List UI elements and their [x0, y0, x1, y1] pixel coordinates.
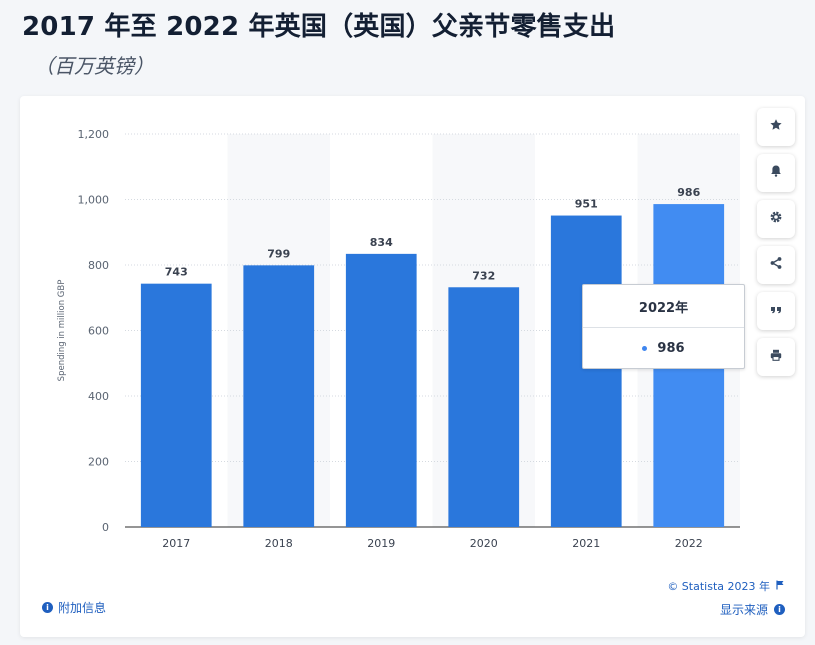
y-axis-label: Spending in million GBP	[57, 280, 67, 382]
y-tick-label: 200	[88, 456, 109, 469]
print-icon	[769, 348, 783, 366]
y-tick-label: 400	[88, 390, 109, 403]
share-button[interactable]	[757, 246, 795, 284]
flag-icon	[776, 580, 785, 593]
bar-chart: 0 200 400 600 800 1,000 1,200 Spending in milli…	[57, 128, 740, 550]
notification-button[interactable]	[757, 154, 795, 192]
cite-button[interactable]	[757, 292, 795, 330]
bar-2020	[448, 287, 520, 527]
show-source-label: 显示来源	[719, 603, 768, 617]
page-subtitle: （百万英镑）	[34, 54, 154, 78]
gear-icon	[769, 210, 783, 228]
bar-2018	[243, 265, 315, 527]
x-tick-label: 2018	[265, 537, 293, 550]
share-icon	[769, 256, 783, 274]
x-tick-label: 2017	[162, 537, 190, 550]
additional-info-label: 附加信息	[58, 601, 107, 615]
print-button[interactable]	[757, 338, 795, 376]
data-label: 951	[575, 198, 598, 211]
bar-2019	[345, 253, 417, 528]
quote-icon	[769, 302, 783, 320]
page-title: 2017 年至 2022 年英国（英国）父亲节零售支出	[22, 12, 616, 42]
info-icon: i	[774, 604, 785, 615]
tooltip-title: 2022年	[583, 285, 744, 328]
data-label: 743	[165, 266, 188, 279]
favorite-button[interactable]	[757, 108, 795, 146]
settings-button[interactable]	[757, 200, 795, 238]
data-label: 732	[472, 269, 495, 282]
chart-card: 0 200 400 600 800 1,000 1,200 Spending in milli…	[20, 96, 805, 637]
y-tick-label: 1,000	[78, 194, 110, 207]
x-tick-label: 2022	[675, 537, 703, 550]
bell-icon	[769, 164, 783, 182]
data-label: 834	[370, 236, 393, 249]
info-icon: i	[42, 602, 53, 613]
data-label: 986	[677, 186, 700, 199]
y-tick-label: 600	[88, 325, 109, 338]
bar-2021	[550, 215, 622, 528]
credit-text: © Statista 2023 年	[667, 580, 770, 593]
data-label: 799	[267, 247, 290, 260]
x-tick-label: 2020	[470, 537, 498, 550]
x-tick-label: 2021	[572, 537, 600, 550]
data-tooltip: 2022年 986	[582, 284, 745, 369]
series-dot-icon	[642, 345, 648, 351]
y-tick-label: 0	[102, 521, 109, 534]
y-tick-label: 800	[88, 259, 109, 272]
tooltip-value: 986	[657, 340, 685, 356]
statista-credit[interactable]: © Statista 2023 年	[667, 578, 785, 594]
tooltip-row: 986	[583, 328, 744, 368]
x-tick-label: 2019	[367, 537, 395, 550]
show-source-link[interactable]: 显示来源 i	[720, 601, 785, 618]
additional-info-link[interactable]: i 附加信息	[42, 599, 106, 616]
bar-2017	[140, 283, 212, 527]
star-icon	[769, 118, 783, 136]
y-tick-label: 1,200	[78, 128, 110, 141]
